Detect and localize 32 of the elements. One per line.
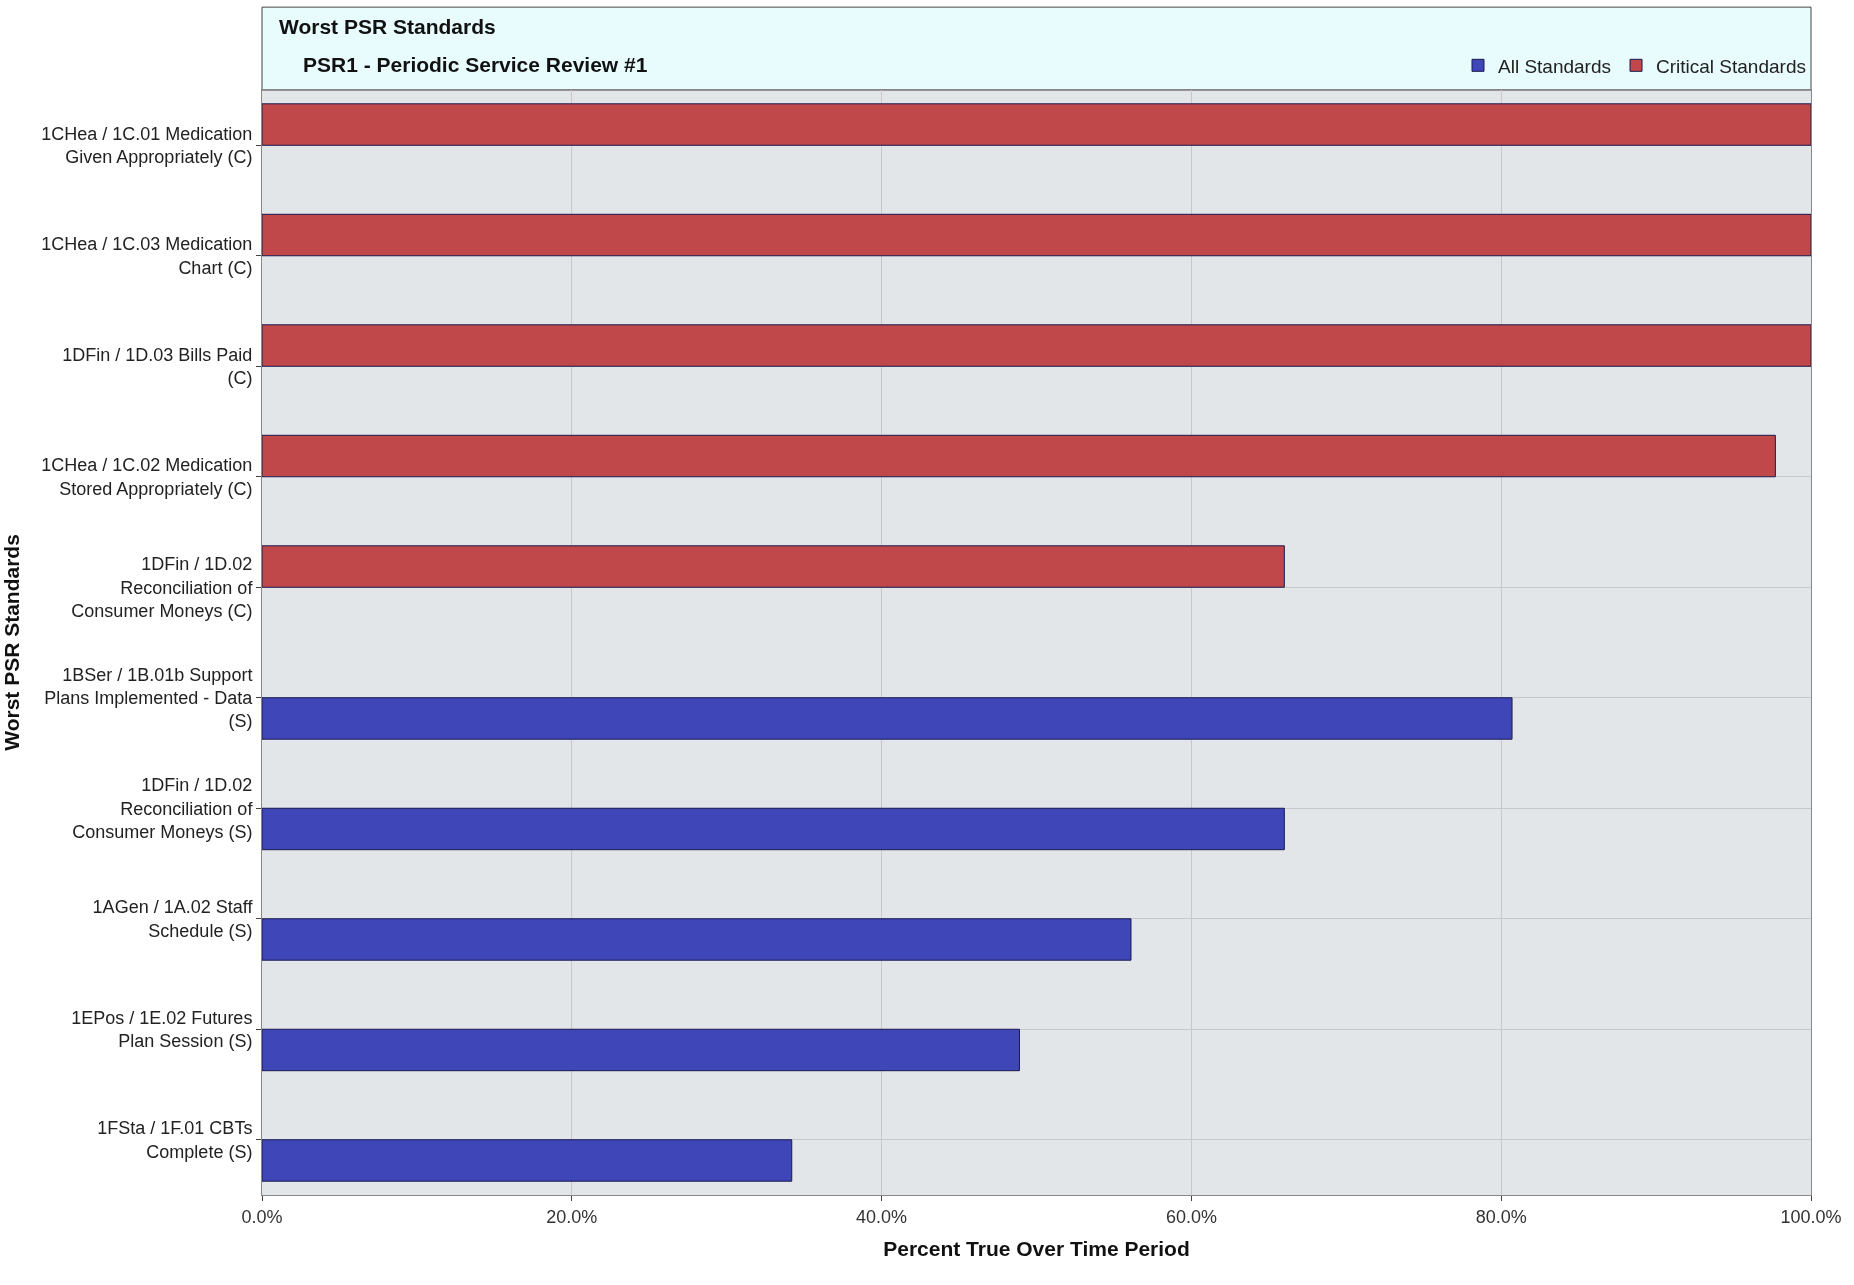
y-tick-label: 1DFin / 1D.03 Bills Paid (C): [62, 344, 253, 389]
bar: [262, 1028, 1020, 1072]
y-tick-label: 1BSer / 1B.01b Support Plans Implemented - Data (S): [44, 664, 254, 732]
y-tick-label: 1DFin / 1D.02 Reconciliation of Consumer Moneys (S): [72, 775, 254, 842]
bar: [262, 213, 1811, 257]
y-tick-label: 1CHea / 1C.01 Medication Given Appropriately (C): [41, 123, 253, 168]
legend-label: Critical Standards: [1656, 55, 1806, 77]
y-tick-label: 1CHea / 1C.03 Medication Chart (C): [41, 234, 253, 278]
y-tick-label: 1FSta / 1F.01 CBTs Complete (S): [97, 1118, 253, 1162]
x-tick-label: 20.0%: [546, 1206, 598, 1227]
bar: [262, 1139, 793, 1182]
y-tick-label: 1AGen / 1A.02 Staff Schedule (S): [92, 897, 254, 941]
y-tick-label: 1EPos / 1E.02 Futures Plan Session (S): [71, 1007, 253, 1052]
bar: [262, 324, 1811, 367]
x-tick-label: 0.0%: [241, 1206, 283, 1227]
x-tick-label: 100.0%: [1780, 1206, 1842, 1227]
bar: [262, 918, 1132, 961]
bar: [262, 697, 1513, 740]
bar: [262, 545, 1285, 588]
y-tick-label: 1DFin / 1D.02 Reconciliation of Consumer Moneys (C): [71, 554, 254, 621]
chart-subtitle: PSR1 - Periodic Service Review #1: [303, 53, 648, 76]
chart-title: Worst PSR Standards: [279, 15, 496, 38]
bar: [262, 434, 1776, 478]
x-tick-label: 80.0%: [1475, 1206, 1527, 1227]
bar: [262, 807, 1285, 851]
bar: [262, 103, 1811, 146]
y-tick-label: 1CHea / 1C.02 Medication Stored Appropriately (C): [41, 455, 253, 499]
legend-label: All Standards: [1498, 55, 1612, 77]
y-axis-title: Worst PSR Standards: [0, 534, 24, 751]
x-tick-label: 60.0%: [1165, 1206, 1217, 1227]
x-axis-title: Percent True Over Time Period: [883, 1236, 1190, 1260]
x-tick-label: 40.0%: [856, 1206, 908, 1227]
